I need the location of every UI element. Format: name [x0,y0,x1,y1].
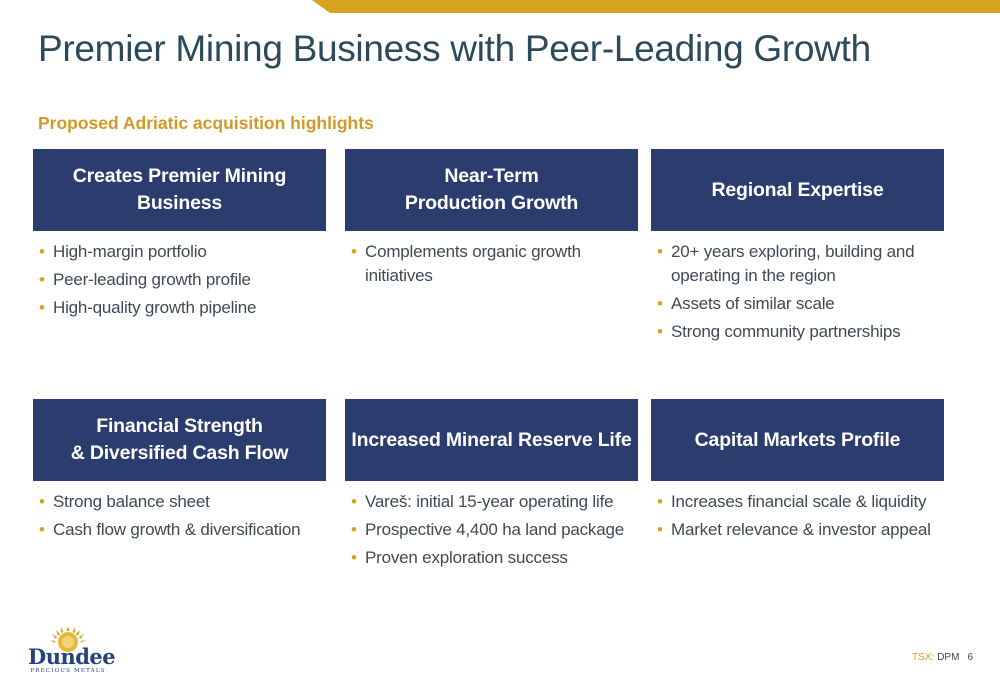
bullet-list: Vareš: initial 15-year operating life Pr… [345,490,638,570]
bullet-list: Strong balance sheet Cash flow growth & … [33,490,326,542]
bullet-item: Market relevance & investor appeal [655,518,944,542]
bullet-item: High-margin portfolio [37,240,326,264]
sun-emblem-icon [50,626,86,652]
bullet-item: Prospective 4,400 ha land package [349,518,638,542]
card-capital-markets: Capital Markets Profile Increases financ… [651,399,944,546]
card-premier-mining: Creates Premier Mining Business High-mar… [33,149,326,324]
card-financial-strength: Financial Strength & Diversified Cash Fl… [33,399,326,546]
bullet-item: Strong balance sheet [37,490,326,514]
top-accent-bar [312,0,1000,13]
bullet-item: Cash flow growth & diversification [37,518,326,542]
bullet-list: 20+ years exploring, building and operat… [651,240,944,344]
bullet-item: Strong community partnerships [655,320,944,344]
bullet-list: High-margin portfolio Peer-leading growt… [33,240,326,320]
card-header: Creates Premier Mining Business [33,149,326,231]
logo-tagline: PRECIOUS METALS [30,668,106,674]
card-header: Capital Markets Profile [651,399,944,481]
ticker-symbol: DPM [937,652,960,663]
logo-wordmark: Dundee [28,644,116,669]
bullet-list: Increases financial scale & liquidity Ma… [651,490,944,542]
bullet-list: Complements organic growth initiatives [345,240,638,288]
card-header: Increased Mineral Reserve Life [345,399,638,481]
bullet-item: Assets of similar scale [655,292,944,316]
bullet-item: Vareš: initial 15-year operating life [349,490,638,514]
page-subtitle: Proposed Adriatic acquisition highlights [38,113,374,133]
company-logo: Dundee PRECIOUS METALS [28,624,116,676]
page-title: Premier Mining Business with Peer-Leadin… [38,28,871,69]
bullet-item: Peer-leading growth profile [37,268,326,292]
footer: TSX: DPM 6 [912,652,973,663]
card-header: Regional Expertise [651,149,944,231]
bullet-item: Proven exploration success [349,546,638,570]
bullet-item: Increases financial scale & liquidity [655,490,944,514]
card-production-growth: Near-Term Production Growth Complements … [345,149,638,292]
card-header: Financial Strength & Diversified Cash Fl… [33,399,326,481]
exchange-label: TSX: [911,652,935,663]
card-reserve-life: Increased Mineral Reserve Life Vareš: in… [345,399,638,574]
page-number: 6 [967,652,973,663]
bullet-item: High-quality growth pipeline [37,296,326,320]
card-regional-expertise: Regional Expertise 20+ years exploring, … [651,149,944,348]
bullet-item: Complements organic growth initiatives [349,240,638,288]
card-header: Near-Term Production Growth [345,149,638,231]
bullet-item: 20+ years exploring, building and operat… [655,240,944,288]
